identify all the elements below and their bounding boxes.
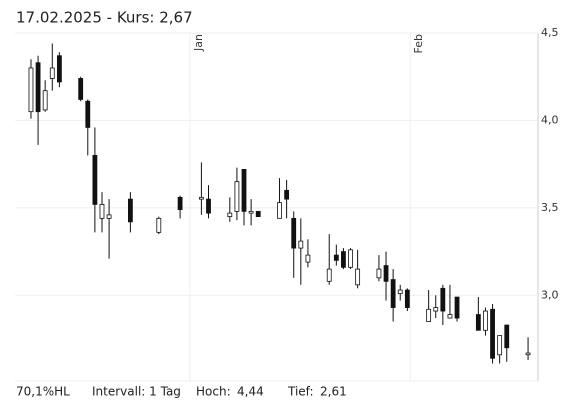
candle-body xyxy=(42,90,48,111)
x-tick-label: Feb xyxy=(412,34,425,53)
candle-body xyxy=(199,196,204,200)
candle-body xyxy=(397,289,403,294)
candle-body xyxy=(291,217,297,249)
candle-body xyxy=(333,254,339,261)
candle-body xyxy=(106,214,112,219)
footer-low-label: Tief: xyxy=(287,385,314,399)
candle-body xyxy=(35,62,41,113)
candle-body xyxy=(248,210,254,214)
candle-body xyxy=(78,78,84,100)
candle-body xyxy=(56,55,62,83)
candle-body xyxy=(326,268,332,282)
candle-body xyxy=(298,240,304,249)
candle-body xyxy=(504,324,510,349)
candle-body xyxy=(234,181,240,212)
candle-body xyxy=(49,67,55,79)
candle-body xyxy=(440,287,446,312)
footer-low-value: 2,61 xyxy=(320,385,347,399)
y-tick-label: 4,0 xyxy=(541,113,559,126)
footer-high-value: 4,44 xyxy=(237,385,264,399)
chart-title: 17.02.2025 - Kurs: 2,67 xyxy=(16,9,193,27)
y-tick-label: 4,5 xyxy=(541,26,559,39)
candle-body xyxy=(525,352,531,356)
candle-body xyxy=(376,268,382,279)
candle-body xyxy=(305,254,311,263)
x-tick-label: Jan xyxy=(192,34,205,52)
candle-body xyxy=(433,307,439,312)
candle-body xyxy=(490,308,495,359)
candle-body xyxy=(426,308,432,322)
candle-body xyxy=(92,155,98,205)
footer-high-label: Hoch: xyxy=(196,385,231,399)
candle-body xyxy=(85,100,91,128)
candle-body xyxy=(206,198,211,214)
candle-body xyxy=(497,335,503,356)
candle-body xyxy=(156,217,162,233)
candle-body xyxy=(355,268,361,286)
candle-body xyxy=(454,296,460,319)
candle-body xyxy=(99,203,105,219)
footer-interval: Intervall: 1 Tag xyxy=(92,385,181,399)
candle-body xyxy=(404,289,410,308)
candle-body xyxy=(127,198,133,223)
candle-body xyxy=(390,279,396,308)
candle-body xyxy=(348,249,353,268)
footer-range: 70,1%HL xyxy=(16,385,70,399)
candle-body xyxy=(28,67,34,113)
candle-body xyxy=(227,212,233,218)
candle-body xyxy=(447,314,453,319)
candle-body xyxy=(483,310,488,331)
candle-body xyxy=(475,314,481,331)
candle-body xyxy=(284,189,290,200)
candle-body xyxy=(255,210,261,218)
candle-body xyxy=(177,196,183,211)
candle-body xyxy=(383,265,389,282)
y-tick-label: 3,0 xyxy=(541,288,559,301)
candle-body xyxy=(277,202,282,219)
y-tick-label: 3,5 xyxy=(541,201,559,214)
candle-body xyxy=(341,251,346,268)
candle-body xyxy=(241,169,247,212)
